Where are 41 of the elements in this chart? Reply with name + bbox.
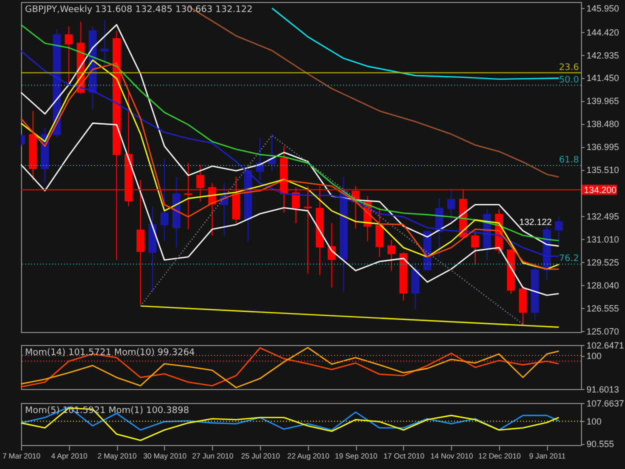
candlestick bbox=[387, 240, 396, 272]
annotation: 50.0 bbox=[558, 75, 580, 86]
annotation: 132.122 bbox=[519, 216, 552, 227]
candlestick bbox=[100, 20, 109, 67]
y-tick-label: 145.950 bbox=[586, 4, 620, 14]
y-tick-label: 136.995 bbox=[586, 142, 620, 152]
candlestick bbox=[64, 26, 73, 86]
candlestick bbox=[471, 230, 480, 265]
y-tick-label: 138.480 bbox=[586, 119, 620, 130]
annotation: 61.8 bbox=[558, 156, 580, 166]
candlestick bbox=[554, 216, 563, 245]
y-tick-label: 90.555 bbox=[586, 439, 614, 450]
y-tick-label: 107.6637 bbox=[586, 398, 624, 408]
y-tick-label: 139.965 bbox=[586, 96, 620, 106]
candlestick bbox=[328, 222, 336, 288]
line-series bbox=[20, 407, 560, 442]
candlestick bbox=[376, 207, 384, 258]
line-series bbox=[20, 406, 560, 431]
line-series bbox=[271, 8, 560, 80]
y-tick-label: 129.525 bbox=[586, 258, 620, 268]
candlestick bbox=[447, 189, 456, 222]
candlestick bbox=[518, 286, 527, 325]
y-tick-label: 125.070 bbox=[586, 326, 620, 336]
candlestick bbox=[160, 158, 168, 242]
y-tick-label: 100 bbox=[586, 416, 602, 427]
y-tick-label: 128.040 bbox=[586, 280, 620, 291]
annotation: 76.2 bbox=[558, 254, 579, 264]
y-tick-label: 141.450 bbox=[586, 73, 620, 84]
y-tick-label: 135.510 bbox=[586, 165, 620, 176]
y-tick-label: 142.935 bbox=[586, 50, 620, 60]
candlestick bbox=[411, 262, 420, 310]
y-tick-label: 102.6471 bbox=[586, 340, 624, 350]
y-tick-label: 91.6013 bbox=[586, 384, 620, 394]
y-tick-label: 132.495 bbox=[586, 212, 620, 222]
line-series bbox=[20, 122, 560, 296]
y-tick-label: 100 bbox=[586, 351, 602, 362]
y-tick-label: 144.420 bbox=[586, 27, 620, 38]
y-tick-label: 131.010 bbox=[586, 234, 620, 245]
y-tick-label: 126.555 bbox=[586, 303, 620, 314]
ref-line-label: 134.200 bbox=[584, 184, 617, 195]
annotation: 23.6 bbox=[558, 62, 580, 73]
